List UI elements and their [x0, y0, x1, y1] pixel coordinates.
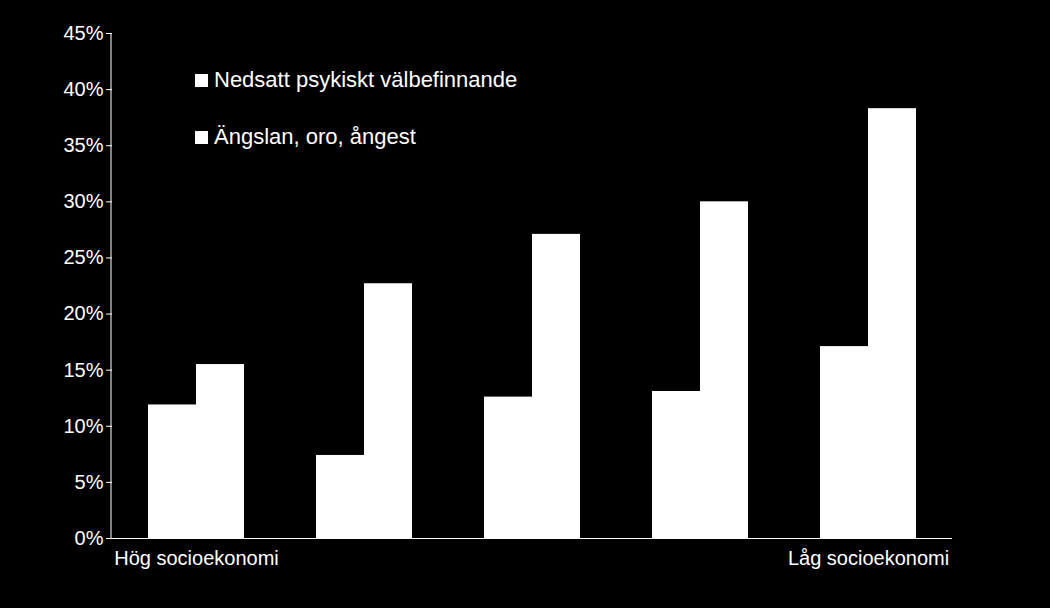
- svg-text:0%: 0%: [75, 527, 104, 549]
- svg-text:35%: 35%: [63, 134, 103, 156]
- html-text:Nedsatt psykiskt välbefinnande: Nedsatt psykiskt välbefinnande: [214, 67, 518, 92]
- svg-text:5%: 5%: [75, 471, 104, 493]
- svg-text:45%: 45%: [63, 22, 103, 44]
- svg-text:20%: 20%: [63, 302, 103, 324]
- svg-text:Hög socioekonomi: Hög socioekonomi: [114, 547, 279, 569]
- svg-text:40%: 40%: [63, 78, 103, 100]
- svg-text:10%: 10%: [63, 415, 103, 437]
- svg-text:Låg socioekonomi: Låg socioekonomi: [788, 547, 949, 569]
- svg-text:25%: 25%: [63, 246, 103, 268]
- svg-text:30%: 30%: [63, 190, 103, 212]
- svg-text:15%: 15%: [63, 359, 103, 381]
- html-text:Ängslan, oro, ångest: Ängslan, oro, ångest: [214, 124, 416, 149]
